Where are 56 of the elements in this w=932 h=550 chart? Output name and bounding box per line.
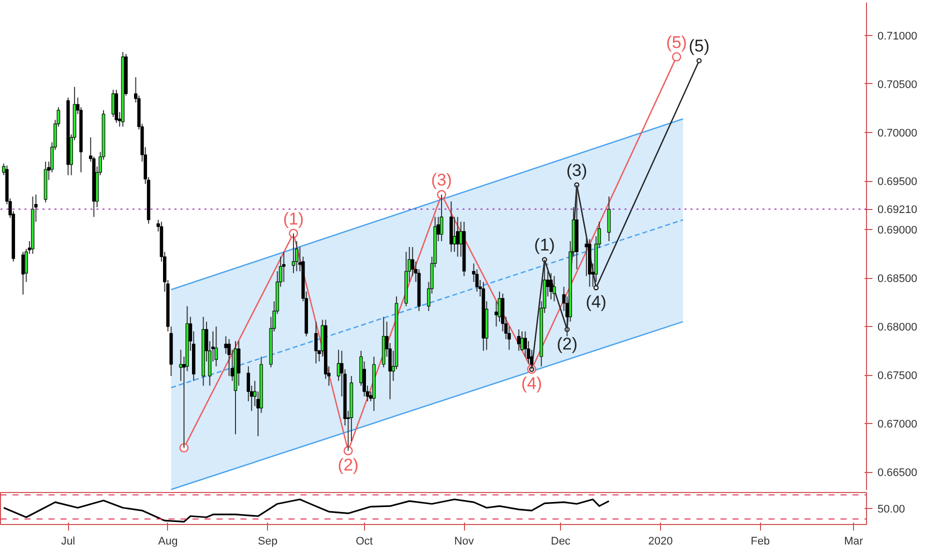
x-tick-label: Mar xyxy=(844,536,864,548)
y-tick-label: 0.68500 xyxy=(878,273,918,286)
candlestick xyxy=(214,326,218,367)
y-tick-label: 0.68000 xyxy=(878,322,918,334)
y-tick-label: 0.67500 xyxy=(878,370,918,382)
point xyxy=(696,58,702,64)
annotation: (4) xyxy=(586,292,606,312)
y-tick-label: 0.70000 xyxy=(878,128,918,140)
x-tick-label: 2020 xyxy=(648,536,673,548)
point xyxy=(344,446,353,456)
x-tick-label: Sep xyxy=(258,536,278,548)
y-tick-label: 0.69000 xyxy=(878,224,918,237)
candlestick xyxy=(456,216,460,258)
annotation: (1) xyxy=(534,236,555,255)
x-tick-label: Nov xyxy=(454,536,474,548)
candlestick xyxy=(112,89,115,118)
candlestick xyxy=(549,272,553,300)
candlestick xyxy=(440,194,444,242)
candlestick xyxy=(224,336,228,354)
candlestick xyxy=(452,216,456,252)
annotation: (5) xyxy=(666,32,687,52)
annotation: (1) xyxy=(283,209,304,228)
point xyxy=(436,190,446,200)
x-tick-label: Aug xyxy=(158,536,178,548)
x-tick-label: Feb xyxy=(750,536,770,548)
point xyxy=(672,52,682,62)
y-tick-label: 0.70500 xyxy=(878,78,918,91)
candlestick xyxy=(179,349,182,382)
annotation: (2) xyxy=(338,456,359,475)
point xyxy=(179,443,189,452)
annotation: (3) xyxy=(431,170,452,190)
candlestick xyxy=(498,291,502,322)
annotation: (4) xyxy=(521,374,542,394)
candlestick xyxy=(227,338,231,377)
candlestick xyxy=(552,276,556,302)
point xyxy=(593,285,599,290)
annotation: (5) xyxy=(688,36,710,56)
x-tick-label: Oct xyxy=(356,536,373,548)
annotation: (2) xyxy=(556,334,578,354)
text: 50.00 xyxy=(878,504,906,516)
annotation: (3) xyxy=(566,160,588,180)
candlestick xyxy=(314,321,318,364)
y-tick-label: 0.66500 xyxy=(878,467,918,480)
candlestick xyxy=(292,232,296,274)
point xyxy=(288,228,298,238)
y-tick-label: 0.67000 xyxy=(878,418,918,431)
candlestick xyxy=(21,251,25,296)
y-tick-label: 0.71000 xyxy=(878,30,918,42)
x-tick-label: Dec xyxy=(550,536,571,548)
y-tick-label: 0.69500 xyxy=(878,176,918,188)
candlestick xyxy=(494,300,498,328)
candlestick xyxy=(607,196,611,242)
candlestick xyxy=(584,236,588,277)
candlestick xyxy=(517,328,520,352)
x-tick-label: Jul xyxy=(61,536,76,548)
ref-line-label: 0.69210 xyxy=(878,204,918,216)
